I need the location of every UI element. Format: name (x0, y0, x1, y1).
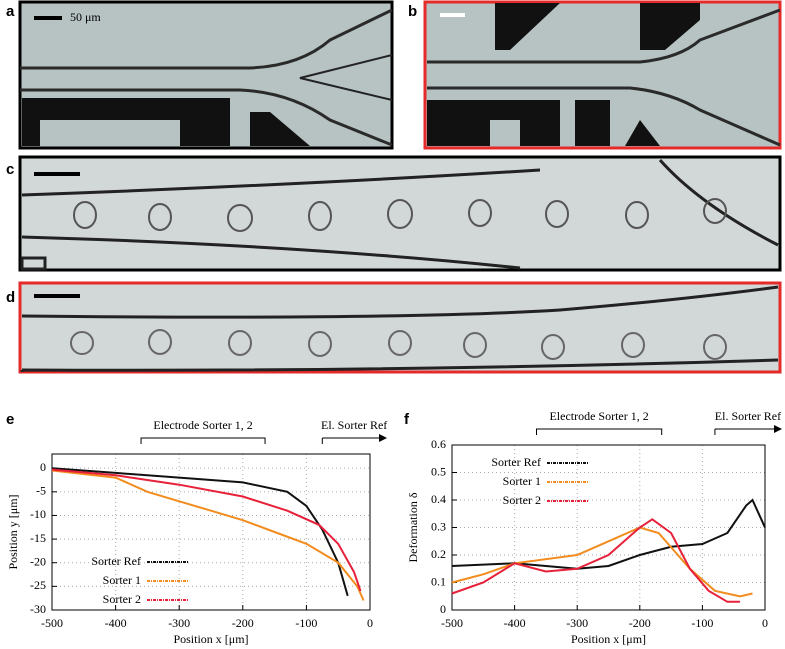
y-axis-label: Position y [μm] (6, 494, 20, 569)
micrograph-d (18, 281, 782, 374)
annotation-text: Electrode Sorter 1, 2 (153, 418, 252, 432)
y-tick-label: -15 (30, 531, 46, 545)
y-tick-label: 0.3 (431, 519, 446, 533)
annotation-bracket (536, 428, 663, 435)
x-tick-label: -200 (232, 616, 254, 630)
series-line (451, 526, 753, 598)
y-axis-label: Deformation δ (406, 492, 420, 562)
y-tick-label: 0.6 (431, 437, 446, 451)
legend-label: Sorter 1 (503, 474, 541, 488)
micrograph-a (18, 0, 394, 150)
y-tick-label: -25 (30, 578, 46, 592)
x-tick-label: -300 (566, 616, 588, 630)
legend-label: Sorter Ref (91, 554, 141, 568)
legend-label: Sorter Ref (491, 455, 541, 469)
scale-label: 50 μm (70, 10, 101, 24)
y-tick-label: 0.4 (431, 492, 446, 506)
annotation-text: El. Sorter Ref (321, 418, 387, 432)
x-tick-label: -400 (105, 616, 127, 630)
series-line (51, 469, 365, 601)
panel-label: f (404, 411, 410, 428)
y-tick-label: 0.5 (431, 464, 446, 478)
panel-label: a (6, 3, 15, 20)
x-tick-label: 0 (762, 616, 768, 630)
y-tick-label: -5 (36, 484, 46, 498)
y-tick-label: -20 (30, 554, 46, 568)
series-line (451, 498, 766, 570)
panel-label: c (6, 161, 14, 178)
micrograph-b (423, 0, 782, 150)
y-tick-label: -10 (30, 507, 46, 521)
x-axis-label: Position x [μm] (173, 632, 248, 646)
panel-label: d (6, 289, 15, 306)
series-line (51, 467, 349, 597)
x-tick-label: -300 (168, 616, 190, 630)
legend-label: Sorter 2 (103, 592, 141, 606)
annotation-bracket (140, 437, 266, 444)
y-tick-label: 0.1 (431, 574, 446, 588)
x-tick-label: -200 (629, 616, 651, 630)
x-tick-label: -100 (295, 616, 317, 630)
x-tick-label: 0 (367, 616, 373, 630)
y-tick-label: -30 (30, 602, 46, 616)
y-tick-label: 0.2 (431, 547, 446, 561)
plot-frame (51, 453, 371, 611)
legend-label: Sorter 1 (103, 573, 141, 587)
x-tick-label: -500 (41, 616, 63, 630)
panel-label: e (6, 411, 14, 428)
x-tick-label: -500 (441, 616, 463, 630)
x-tick-label: -100 (691, 616, 713, 630)
x-tick-label: -400 (504, 616, 526, 630)
panel-label: b (408, 3, 417, 20)
y-tick-label: 0 (440, 602, 446, 616)
y-tick-label: 0 (40, 460, 46, 474)
x-axis-label: Position x [μm] (571, 632, 646, 646)
series-line (451, 518, 740, 603)
micrograph-c (18, 155, 782, 272)
annotation-text: El. Sorter Ref (715, 409, 781, 423)
annotation-text: Electrode Sorter 1, 2 (549, 409, 648, 423)
legend-label: Sorter 2 (503, 493, 541, 507)
series-line (51, 468, 362, 592)
